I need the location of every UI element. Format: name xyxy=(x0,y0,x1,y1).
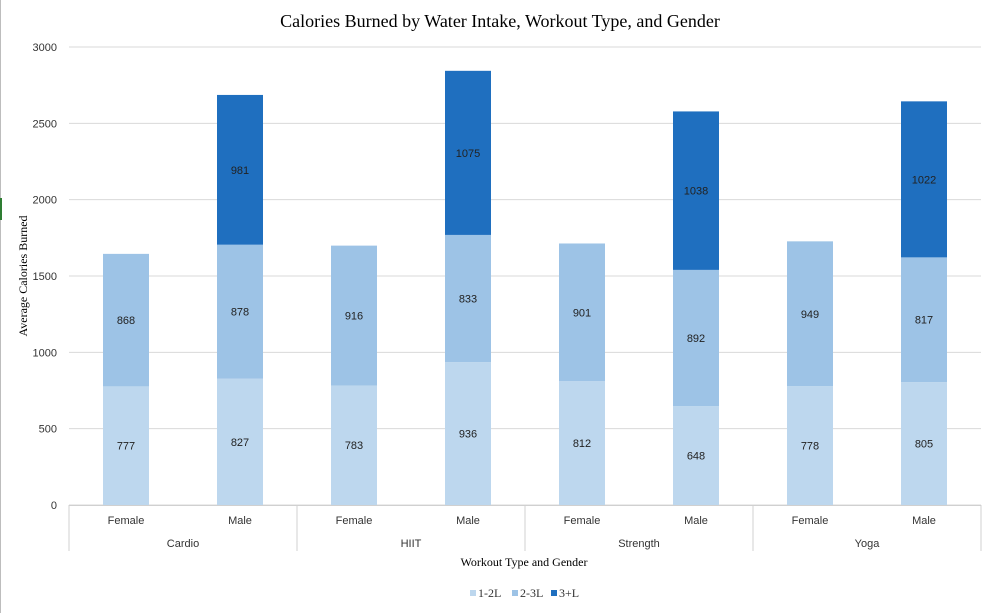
data-label: 916 xyxy=(345,311,363,323)
data-labels: 777 868 827 878 981 783 916 936 833 1075 812 901 648… xyxy=(117,148,936,463)
bar-segment-2-3L xyxy=(901,257,947,383)
bar-segment-2-3L xyxy=(445,234,491,363)
legend-label: 1-2L xyxy=(478,586,501,600)
data-label: 817 xyxy=(915,315,933,327)
data-label: 936 xyxy=(459,429,477,441)
bar-segment-2-3L xyxy=(559,243,605,382)
bar-segment-1-2L xyxy=(787,386,833,505)
data-label: 783 xyxy=(345,440,363,452)
x-axis-title: Workout Type and Gender xyxy=(461,555,588,569)
data-label: 901 xyxy=(573,307,591,319)
bar-segment-2-3L xyxy=(331,245,377,386)
x-tick-label: Female xyxy=(564,515,601,527)
bar-segment-2-3L xyxy=(787,241,833,387)
bar-segment-1-2L xyxy=(901,382,947,505)
data-label: 892 xyxy=(687,333,705,345)
bar-segment-3+L xyxy=(217,94,263,245)
bar-segment-3+L xyxy=(901,101,947,258)
legend: 1-2L 2-3L 3+L xyxy=(470,586,579,600)
y-axis-title: Average Calories Burned xyxy=(16,215,30,336)
data-label: 833 xyxy=(459,294,477,306)
data-label: 949 xyxy=(801,309,819,321)
bar-segment-1-2L xyxy=(673,406,719,505)
y-tick-label: 0 xyxy=(51,500,57,512)
bars xyxy=(103,70,947,505)
data-label: 777 xyxy=(117,441,135,453)
bar-segment-1-2L xyxy=(559,381,605,505)
x-tick-label: Male xyxy=(456,515,480,527)
x-tick-label: Male xyxy=(684,515,708,527)
bar-segment-2-3L xyxy=(217,244,263,379)
bar-segment-3+L xyxy=(445,70,491,235)
x-tick-label: Female xyxy=(108,515,145,527)
axes: 0 500 1000 1500 2000 2500 3000 Female Male Female… xyxy=(33,42,982,551)
legend-swatch xyxy=(512,590,518,596)
y-tick-label: 500 xyxy=(39,424,57,436)
x-group-label: Cardio xyxy=(167,538,199,550)
data-label: 1022 xyxy=(912,174,936,186)
bar-segment-3+L xyxy=(673,111,719,270)
y-tick-label: 1000 xyxy=(33,347,57,359)
data-label: 778 xyxy=(801,441,819,453)
data-label: 827 xyxy=(231,437,249,449)
legend-label: 2-3L xyxy=(520,586,543,600)
bar-segment-1-2L xyxy=(331,385,377,505)
legend-label: 3+L xyxy=(559,586,579,600)
data-label: 868 xyxy=(117,315,135,327)
data-label: 805 xyxy=(915,439,933,451)
x-tick-label: Female xyxy=(336,515,373,527)
legend-swatch xyxy=(470,590,476,596)
x-group-label: HIIT xyxy=(401,538,422,550)
x-tick-label: Male xyxy=(228,515,252,527)
bar-segment-2-3L xyxy=(103,253,149,387)
x-group-label: Strength xyxy=(618,538,660,550)
bar-segment-1-2L xyxy=(103,386,149,505)
chart-title: Calories Burned by Water Intake, Workout… xyxy=(280,11,720,31)
x-group-label: Yoga xyxy=(855,538,881,550)
data-label: 812 xyxy=(573,438,591,450)
x-tick-label: Male xyxy=(912,515,936,527)
bar-segment-2-3L xyxy=(673,269,719,407)
data-label: 648 xyxy=(687,451,705,463)
y-tick-label: 1500 xyxy=(33,271,57,283)
data-label: 878 xyxy=(231,307,249,319)
x-tick-label: Female xyxy=(792,515,829,527)
bar-segment-1-2L xyxy=(445,362,491,505)
left-edge-marker xyxy=(0,198,2,220)
data-label: 981 xyxy=(231,165,249,177)
left-window-edge xyxy=(0,0,1,613)
legend-swatch xyxy=(551,590,557,596)
y-tick-label: 2500 xyxy=(33,118,57,130)
data-label: 1075 xyxy=(456,148,480,160)
bar-segment-1-2L xyxy=(217,378,263,505)
y-tick-label: 3000 xyxy=(33,42,57,54)
y-tick-label: 2000 xyxy=(33,195,57,207)
gridlines xyxy=(69,46,981,506)
data-label: 1038 xyxy=(684,186,708,198)
